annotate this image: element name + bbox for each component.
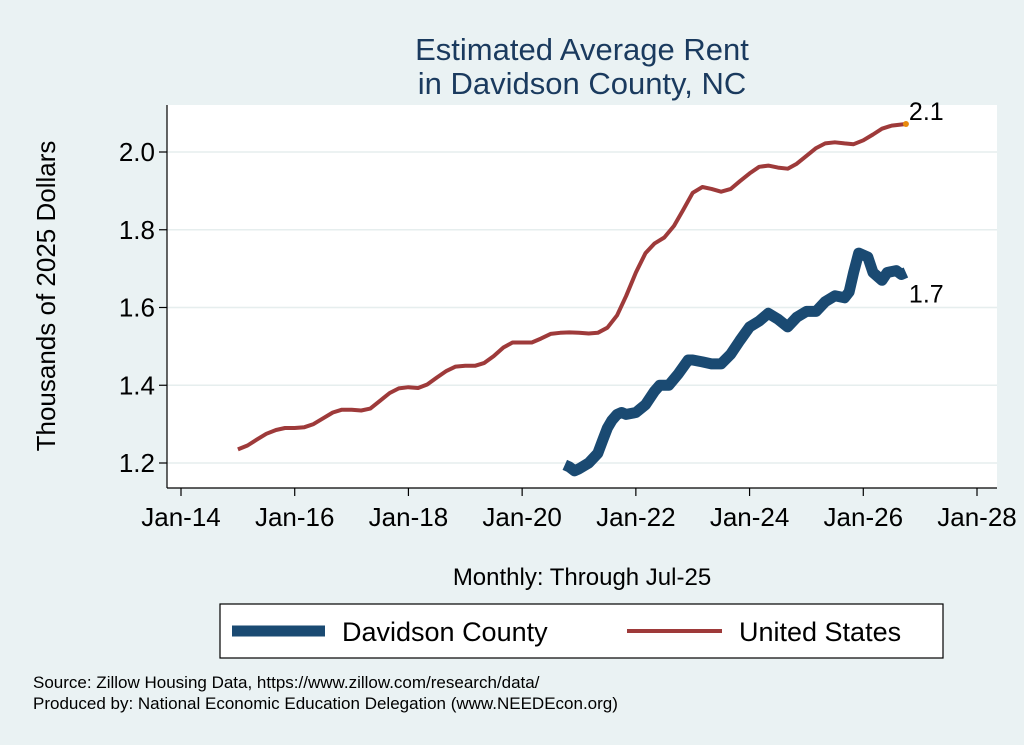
x-tick-label: Jan-16: [255, 502, 335, 532]
x-axis: Jan-14 Jan-16 Jan-18 Jan-20 Jan-22 Jan-24 Jan-…: [141, 487, 1017, 532]
source-note: Source: Zillow Housing Data, https://www…: [33, 673, 540, 692]
chart-title: Estimated Average Rent in Davidson Count…: [415, 32, 749, 101]
title-line-2: in Davidson County, NC: [418, 66, 747, 101]
end-marker-united-states: [902, 121, 909, 128]
y-tick-label: 1.4: [119, 370, 155, 400]
title-line-1: Estimated Average Rent: [415, 32, 749, 67]
plot-area: [167, 105, 997, 488]
legend: Davidson County United States: [219, 603, 944, 659]
x-axis-title: Monthly: Through Jul-25: [453, 564, 711, 591]
x-tick-label: Jan-28: [937, 502, 1017, 532]
legend-label-united-states: United States: [739, 617, 901, 647]
x-tick-label: Jan-14: [141, 502, 221, 532]
end-label-davidson-county: 1.7: [909, 281, 944, 309]
x-tick-label: Jan-22: [596, 502, 676, 532]
end-labels: 1.7 2.1: [902, 98, 944, 309]
x-tick-label: Jan-20: [482, 502, 562, 532]
x-tick-label: Jan-26: [824, 502, 904, 532]
series-lines: [237, 122, 909, 477]
footer: Source: Zillow Housing Data, https://www…: [33, 672, 618, 714]
y-tick-label: 1.6: [119, 293, 155, 323]
series-line-davidson-county: [562, 247, 909, 477]
legend-label-davidson-county: Davidson County: [342, 617, 548, 647]
x-tick-label: Jan-18: [369, 502, 449, 532]
y-tick-label: 1.8: [119, 215, 155, 245]
y-tick-label: 1.2: [119, 448, 155, 478]
produced-by-note: Produced by: National Economic Education…: [33, 694, 618, 713]
y-axis: 1.2 1.4 1.6 1.8 2.0: [119, 105, 168, 488]
y-axis-title: Thousands of 2025 Dollars: [31, 141, 61, 452]
x-tick-label: Jan-24: [710, 502, 790, 532]
gridlines: [167, 151, 997, 464]
y-tick-label: 2.0: [119, 137, 155, 167]
series-line-united-states: [237, 122, 907, 452]
end-label-united-states: 2.1: [909, 98, 944, 126]
legend-box: [219, 603, 944, 659]
